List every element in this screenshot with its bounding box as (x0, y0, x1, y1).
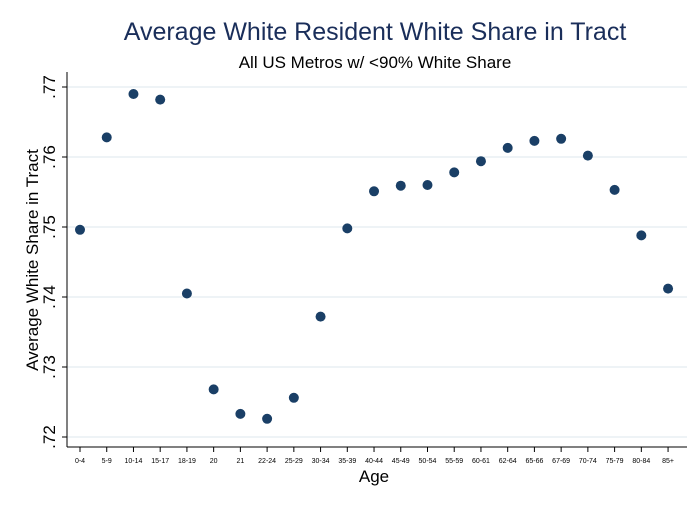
data-point (663, 283, 674, 294)
y-tick-label: .75 (40, 215, 59, 239)
data-point (101, 132, 112, 143)
x-tick-label: 0-4 (75, 458, 85, 465)
x-tick-label: 80-84 (632, 458, 650, 465)
data-point (369, 186, 380, 197)
data-point (181, 288, 192, 299)
y-tick-label: .73 (40, 355, 59, 379)
y-tick-label: .72 (40, 425, 59, 449)
x-tick-label: 21 (236, 458, 244, 465)
x-tick-label: 70-74 (579, 458, 597, 465)
data-point (395, 180, 406, 191)
data-point (636, 230, 647, 241)
data-point (502, 142, 513, 153)
data-point (235, 408, 246, 419)
y-tick-label: .74 (40, 285, 59, 309)
y-axis-ticks: .72 .73 .74 .75 .76 .77 (40, 75, 67, 449)
x-tick-label: 35-39 (338, 458, 356, 465)
x-tick-label: 25-29 (285, 458, 303, 465)
x-tick-label: 45-49 (392, 458, 410, 465)
chart-title: Average White Resident White Share in Tr… (124, 18, 627, 46)
data-point (262, 413, 273, 424)
gridlines (67, 86, 687, 438)
data-point (155, 94, 166, 105)
data-points (75, 89, 674, 424)
x-tick-label: 65-66 (525, 458, 543, 465)
x-tick-label: 55-59 (445, 458, 463, 465)
x-tick-label: 67-69 (552, 458, 570, 465)
data-point (128, 89, 139, 99)
x-tick-label: 22-24 (258, 458, 276, 465)
x-tick-label: 60-61 (472, 458, 490, 465)
x-tick-label: 50-54 (419, 458, 437, 465)
data-point (422, 180, 433, 190)
x-tick-label: 5-9 (102, 458, 112, 465)
y-axis-label: Average White Share in Tract (23, 149, 42, 371)
data-point (208, 384, 219, 395)
data-point (529, 135, 540, 146)
x-tick-label: 62-64 (499, 458, 517, 465)
data-point (288, 392, 299, 403)
data-point (582, 150, 593, 161)
x-tick-label: 75-79 (606, 458, 624, 465)
x-tick-label: 30-34 (312, 458, 330, 465)
y-tick-label: .76 (40, 145, 59, 169)
x-axis-ticks: 0-4 5-9 10-14 15-17 18-19 20 21 22-24 25-29 30-34… (75, 447, 674, 465)
x-tick-label: 15-17 (151, 458, 169, 465)
data-point (475, 156, 486, 167)
x-tick-label: 10-14 (125, 458, 143, 465)
x-tick-label: 18-19 (178, 458, 196, 465)
data-point (609, 184, 620, 195)
x-tick-label: 20 (210, 458, 218, 465)
x-tick-label: 40-44 (365, 458, 383, 465)
data-point (75, 224, 85, 235)
data-point (315, 311, 326, 322)
x-axis-label: Age (359, 467, 389, 486)
data-point (556, 133, 567, 144)
x-tick-label: 85+ (662, 458, 674, 465)
y-tick-label: .77 (40, 75, 59, 99)
chart-subtitle: All US Metros w/ <90% White Share (239, 53, 512, 72)
data-point (342, 223, 353, 234)
data-point (449, 167, 460, 178)
